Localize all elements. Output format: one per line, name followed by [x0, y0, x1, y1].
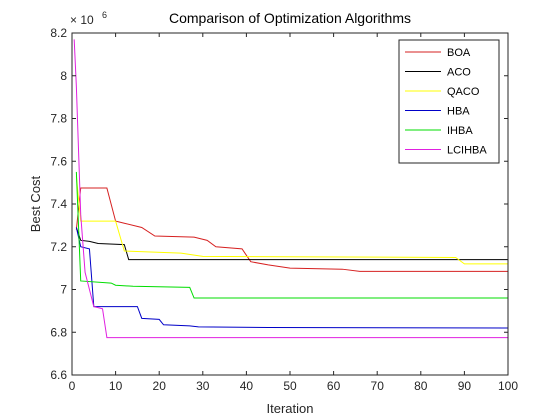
- y-multiplier-exponent: 6: [102, 10, 107, 20]
- y-tick-label: 7: [60, 283, 67, 297]
- y-tick-label: 7.6: [50, 154, 67, 168]
- x-tick-label: 10: [109, 379, 123, 393]
- y-tick-label: 7.2: [50, 240, 67, 254]
- series-line-aco: [75, 227, 508, 261]
- y-axis-label: Best Cost: [28, 175, 43, 232]
- x-tick-label: 20: [153, 379, 167, 393]
- y-tick-label: 6.8: [50, 325, 67, 339]
- series-line-boa: [75, 187, 508, 272]
- x-tick-label: 40: [240, 379, 254, 393]
- legend-label-lcihba: LCIHBA: [447, 145, 487, 157]
- series-line-ihba: [75, 171, 508, 299]
- y-tick-label: 8: [60, 69, 67, 83]
- series-line-hba: [75, 227, 509, 329]
- legend-label-hba: HBA: [447, 106, 470, 118]
- y-tick-label: 6.6: [50, 368, 67, 382]
- legend-label-boa: BOA: [447, 47, 471, 59]
- x-tick-label: 90: [458, 379, 472, 393]
- x-tick-label: 30: [196, 379, 210, 393]
- legend-label-ihba: IHBA: [447, 125, 473, 137]
- series-line-lcihba: [73, 39, 508, 339]
- x-tick-label: 50: [283, 379, 297, 393]
- legend-label-aco: ACO: [447, 67, 471, 79]
- y-tick-label: 7.8: [50, 112, 67, 126]
- legend-label-qaco: QACO: [447, 86, 480, 98]
- legend: BOA ACO QACO HBA IHBA LCIHBA: [398, 39, 500, 164]
- x-tick-label: 70: [371, 379, 385, 393]
- y-tick-label: 8.2: [50, 26, 67, 40]
- x-tick-label: 0: [69, 379, 76, 393]
- x-tick-label: 60: [327, 379, 341, 393]
- y-axis-multiplier: × 10 6: [70, 10, 107, 27]
- legend-box: [398, 39, 500, 164]
- x-tick-label: 100: [498, 379, 518, 393]
- chart-title: Comparison of Optimization Algorithms: [169, 10, 411, 26]
- y-tick-label: 7.4: [50, 197, 67, 211]
- series-line-qaco: [75, 176, 508, 265]
- y-multiplier-base: × 10: [70, 13, 94, 27]
- x-tick-label: 80: [414, 379, 428, 393]
- x-axis-label: Iteration: [267, 401, 314, 416]
